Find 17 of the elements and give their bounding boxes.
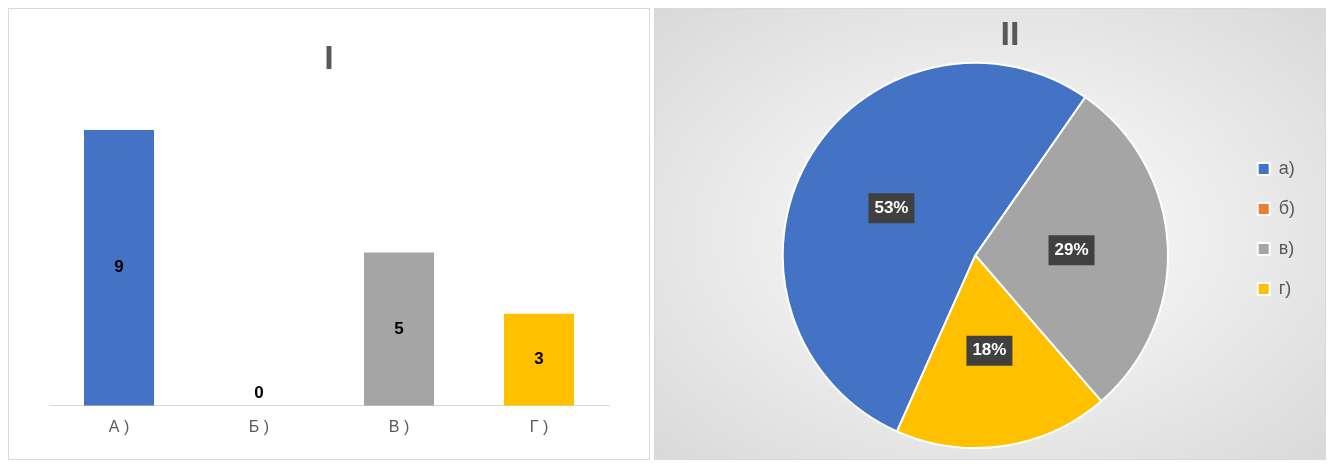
- x-tick-label: А ): [108, 417, 130, 435]
- chart-title: I: [324, 37, 334, 76]
- data-label: 9: [114, 257, 124, 277]
- chart-title: II: [1000, 13, 1020, 52]
- x-tick-label: В ): [388, 417, 410, 435]
- legend-label: в): [1278, 237, 1295, 258]
- data-label: 0: [254, 383, 264, 403]
- data-label: 3: [534, 349, 544, 369]
- data-label: 18%: [972, 340, 1007, 360]
- legend-label: б): [1278, 197, 1296, 218]
- data-label: 29%: [1054, 240, 1089, 260]
- legend-label: а): [1278, 157, 1295, 178]
- data-label: 5: [394, 318, 404, 338]
- x-tick-label: Б ): [248, 417, 270, 435]
- legend-label: г): [1278, 277, 1292, 298]
- data-label: 53%: [874, 197, 909, 217]
- x-tick-label: Г ): [529, 417, 549, 435]
